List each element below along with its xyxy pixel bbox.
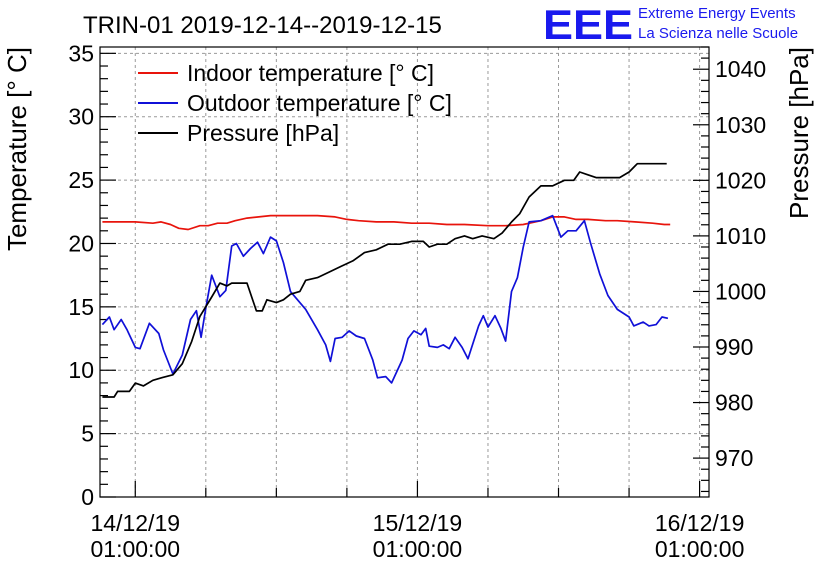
right-tick-label: 1010 xyxy=(715,223,766,249)
x-tick-date-label: 14/12/19 xyxy=(91,510,181,536)
series-line-2 xyxy=(102,162,667,398)
right-tick-label: 970 xyxy=(715,445,753,471)
right-y-axis-label: Pressure [hPa] xyxy=(784,47,814,219)
eee-logo-line1: Extreme Energy Events xyxy=(638,5,796,22)
right-tick-label: 990 xyxy=(715,334,753,360)
right-y-axis: 970 980 990 1000 1010 1020 1030 1040 xyxy=(693,46,766,493)
x-tick-date-label: 16/12/19 xyxy=(655,510,745,536)
x-tick-date-label: 15/12/19 xyxy=(373,510,463,536)
eee-logo-mark: EEE xyxy=(543,1,633,48)
plot-frame xyxy=(99,46,710,498)
legend-label-2: Pressure [hPa] xyxy=(187,120,339,146)
series-line-0 xyxy=(102,214,671,231)
left-tick-label: 25 xyxy=(68,167,94,193)
left-y-axis-label: Temperature [° C] xyxy=(2,47,32,251)
left-y-axis: 0 5 10 15 20 25 30 35 xyxy=(68,40,116,510)
legend-label-0: Indoor temperature [° C] xyxy=(187,60,434,86)
series-layer xyxy=(101,162,671,398)
chart-title: TRIN-01 2019-12-14--2019-12-15 xyxy=(83,12,442,39)
right-tick-label: 1030 xyxy=(715,112,766,138)
right-tick-label: 980 xyxy=(715,390,753,416)
left-tick-label: 30 xyxy=(68,104,94,130)
eee-logo: EEE Extreme Energy Events La Scienza nel… xyxy=(543,1,798,48)
x-tick-time-label: 01:00:00 xyxy=(655,536,745,562)
left-tick-label: 0 xyxy=(81,484,94,510)
x-tick-time-label: 01:00:00 xyxy=(91,536,181,562)
left-tick-label: 20 xyxy=(68,230,94,256)
left-tick-label: 15 xyxy=(68,294,94,320)
legend-label-1: Outdoor temperature [° C] xyxy=(187,90,452,116)
legend: Indoor temperature [° C] Outdoor temperat… xyxy=(138,60,452,146)
x-tick-time-label: 01:00:00 xyxy=(373,536,463,562)
eee-logo-line2: La Scienza nelle Scuole xyxy=(638,25,798,42)
left-tick-label: 35 xyxy=(68,40,94,66)
series-line-1 xyxy=(101,214,669,384)
left-tick-label: 5 xyxy=(81,421,94,447)
x-axis: 14/12/1901:00:0015/12/1901:00:0016/12/19… xyxy=(91,481,745,562)
grid xyxy=(100,47,709,498)
left-tick-label: 10 xyxy=(68,357,94,383)
right-tick-label: 1000 xyxy=(715,278,766,304)
right-tick-label: 1020 xyxy=(715,167,766,193)
right-tick-label: 1040 xyxy=(715,56,766,82)
